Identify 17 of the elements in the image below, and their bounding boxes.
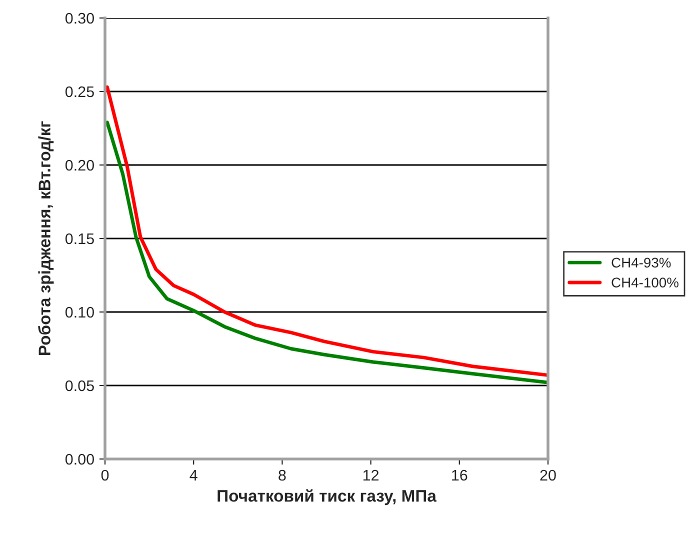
x-tick-label: 16 (452, 470, 468, 481)
legend-label: CH4-93% (612, 258, 671, 268)
x-tick-label: 12 (363, 470, 379, 480)
y-axis-title: Робота зрідження, кВт.год/кг (38, 121, 54, 356)
x-tick-label: 0 (101, 470, 109, 481)
legend-label: CH4-100% (612, 278, 678, 288)
x-tick-label: 8 (278, 470, 286, 481)
x-tick-label: 20 (540, 470, 556, 481)
y-tick-label: 0.25 (65, 86, 94, 98)
y-tick-label: 0.00 (65, 454, 94, 465)
x-tick-label: 4 (190, 470, 198, 480)
y-tick-label: 0.05 (65, 380, 94, 392)
y-tick-label: 0.30 (65, 12, 94, 24)
x-axis-title: Початковий тиск газу, МПа (218, 489, 437, 506)
y-tick-label: 0.20 (65, 160, 94, 171)
y-tick-label: 0.15 (65, 233, 94, 244)
y-tick-label: 0.10 (65, 306, 94, 318)
